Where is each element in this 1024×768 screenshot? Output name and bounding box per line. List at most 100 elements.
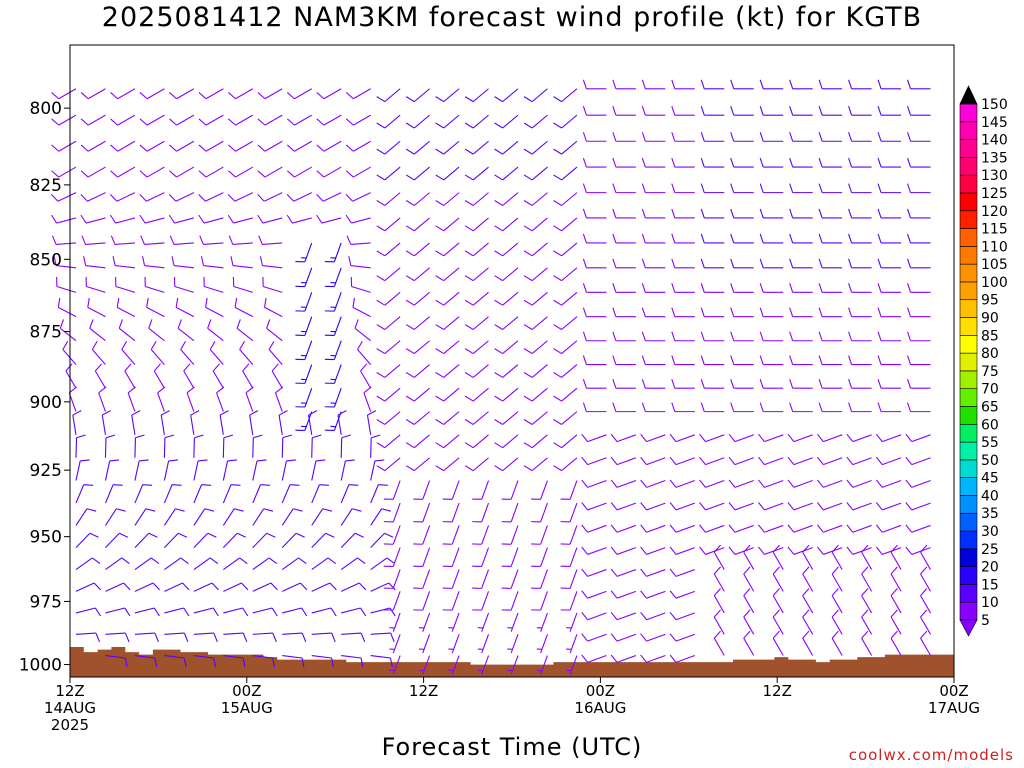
wind-barb <box>477 655 490 675</box>
wind-barb <box>311 632 336 643</box>
wind-barb <box>340 532 364 548</box>
wind-barb <box>57 297 77 318</box>
wind-barb <box>370 434 381 458</box>
wind-barb <box>464 114 489 129</box>
wind-barb <box>376 166 401 181</box>
wind-barb <box>787 433 813 443</box>
wind-barb <box>669 633 695 642</box>
wind-barb <box>205 297 224 318</box>
wind-barb <box>249 410 259 435</box>
colorbar-swatch <box>959 530 978 550</box>
wind-barb <box>222 434 234 458</box>
wind-barb <box>582 157 607 168</box>
wind-barb <box>553 166 578 181</box>
wind-barb <box>83 256 106 269</box>
wind-barb <box>472 547 490 567</box>
wind-barb <box>262 276 283 293</box>
wind-barb <box>477 634 490 654</box>
wind-barb <box>905 546 931 555</box>
wind-barb <box>464 166 489 181</box>
wind-barb <box>80 140 106 152</box>
wind-barb <box>669 524 695 533</box>
wind-barb <box>671 105 695 116</box>
wind-barb <box>523 140 548 155</box>
colorbar-swatch <box>959 103 978 123</box>
wind-barb <box>875 524 902 533</box>
wind-barb <box>160 410 170 435</box>
wind-barb <box>345 88 371 100</box>
colorbar-label: 50 <box>981 453 999 469</box>
wind-barb <box>581 456 607 466</box>
wind-barb <box>198 214 224 224</box>
wind-barb <box>772 630 784 656</box>
chart-title: 2025081412 NAM3KM forecast wind profile … <box>101 2 923 33</box>
colorbar-swatch <box>959 246 978 265</box>
wind-barb <box>818 307 843 318</box>
wind-barb <box>311 654 334 668</box>
wind-barb <box>281 557 307 571</box>
wind-barb <box>728 524 754 533</box>
wind-barb <box>464 434 489 449</box>
wind-barb <box>278 410 288 435</box>
wind-barb <box>610 456 637 466</box>
wind-barb <box>418 612 431 632</box>
wind-barb <box>252 532 276 548</box>
wind-barb <box>523 192 548 206</box>
wind-barb <box>186 386 195 412</box>
credit-link[interactable]: coolwx.com/models <box>848 746 1014 764</box>
colorbar-swatch <box>959 370 978 389</box>
wind-barb <box>494 434 519 449</box>
wind-barb <box>405 291 430 306</box>
wind-barb <box>875 502 902 511</box>
wind-barb <box>164 607 190 617</box>
colorbar-swatch <box>959 459 978 478</box>
wind-barb <box>700 183 725 194</box>
colorbar-label: 105 <box>981 257 1008 273</box>
colorbar-swatch <box>959 388 978 407</box>
wind-barb <box>553 411 578 425</box>
wind-barb <box>370 654 393 668</box>
wind-barb <box>418 655 431 675</box>
wind-barb <box>877 258 902 269</box>
wind-barb <box>758 479 784 488</box>
wind-barb <box>890 588 902 614</box>
wind-barb <box>875 546 902 555</box>
wind-barb <box>413 547 431 567</box>
wind-barb <box>153 363 165 389</box>
wind-barb <box>227 214 253 224</box>
wind-barb <box>582 355 607 366</box>
wind-barb <box>348 256 371 269</box>
wind-barb <box>80 88 106 100</box>
wind-barb <box>89 319 106 342</box>
wind-barb <box>193 508 215 526</box>
wind-barb <box>846 479 872 488</box>
colorbar-swatch <box>959 263 978 283</box>
wind-barb <box>875 433 902 443</box>
wind-barb <box>817 546 843 555</box>
wind-barb <box>582 258 607 269</box>
wind-barb <box>222 484 241 504</box>
wind-barb <box>699 456 725 466</box>
colorbar-label: 95 <box>981 293 999 309</box>
wind-barb <box>669 611 695 621</box>
wind-barb <box>376 217 401 232</box>
wind-barb <box>360 363 372 389</box>
wind-barb <box>531 480 548 500</box>
wind-barb <box>728 546 754 555</box>
wind-barb <box>730 105 754 116</box>
wind-barb <box>494 316 519 330</box>
wind-barb <box>80 192 106 202</box>
wind-barb <box>640 479 666 488</box>
wind-barb <box>818 402 843 413</box>
wind-barb <box>216 386 225 412</box>
wind-barb <box>376 364 401 378</box>
wind-barb <box>610 433 637 443</box>
colorbar-swatch <box>959 335 978 354</box>
wind-barb <box>405 192 430 206</box>
wind-barb <box>405 316 430 330</box>
wind-barb <box>612 233 636 244</box>
wind-barb <box>383 525 401 545</box>
wind-barb <box>177 319 195 342</box>
x-tick-label: 17AUG <box>928 699 980 717</box>
